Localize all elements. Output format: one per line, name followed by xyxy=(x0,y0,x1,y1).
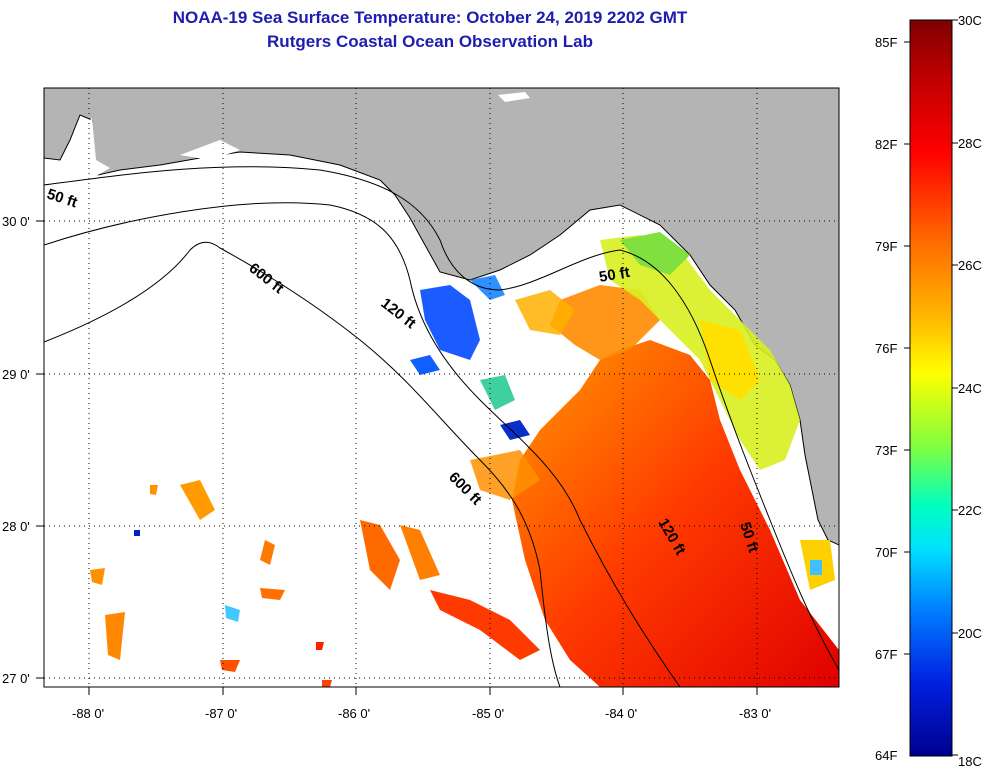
contour-label-5: 50 ft xyxy=(598,264,631,286)
colorbar-c-20: 20C xyxy=(958,626,982,641)
lon-label-86: -86 0' xyxy=(338,706,370,721)
map-area: 50 ft 600 ft 120 ft 600 ft 50 ft 120 ft … xyxy=(44,88,839,687)
lat-label-28: 28 0' xyxy=(2,519,30,534)
depth-contours xyxy=(44,166,839,687)
sst-data-patches xyxy=(90,232,839,687)
lat-label-30: 30 0' xyxy=(2,214,30,229)
colorbar-f-70: 70F xyxy=(875,545,897,560)
colorbar-f-76: 76F xyxy=(875,341,897,356)
map-title: NOAA-19 Sea Surface Temperature: October… xyxy=(172,8,688,27)
lat-label-29: 29 0' xyxy=(2,367,30,382)
colorbar-c-28: 28C xyxy=(958,136,982,151)
colorbar-f-64: 64F xyxy=(875,748,897,763)
lon-label-85: -85 0' xyxy=(472,706,504,721)
colorbar xyxy=(909,19,953,757)
map-subtitle: Rutgers Coastal Ocean Observation Lab xyxy=(267,32,593,51)
colorbar-c-24: 24C xyxy=(958,381,982,396)
colorbar-f-67: 67F xyxy=(875,647,897,662)
lon-label-87: -87 0' xyxy=(205,706,237,721)
lon-label-88: -88 0' xyxy=(72,706,104,721)
colorbar-f-82: 82F xyxy=(875,137,897,152)
colorbar-c-26: 26C xyxy=(958,258,982,273)
colorbar-f-85: 85F xyxy=(875,35,897,50)
colorbar-c-18: 18C xyxy=(958,754,982,769)
colorbar-f-79: 79F xyxy=(875,239,897,254)
map-frame xyxy=(43,87,840,688)
lat-label-27: 27 0' xyxy=(2,671,30,686)
colorbar-c-30: 30C xyxy=(958,13,982,28)
lon-label-84: -84 0' xyxy=(605,706,637,721)
colorbar-c-22: 22C xyxy=(958,503,982,518)
lon-label-83: -83 0' xyxy=(739,706,771,721)
colorbar-f-73: 73F xyxy=(875,443,897,458)
colorbar-ticks xyxy=(904,19,958,756)
axis-ticks xyxy=(36,220,758,695)
